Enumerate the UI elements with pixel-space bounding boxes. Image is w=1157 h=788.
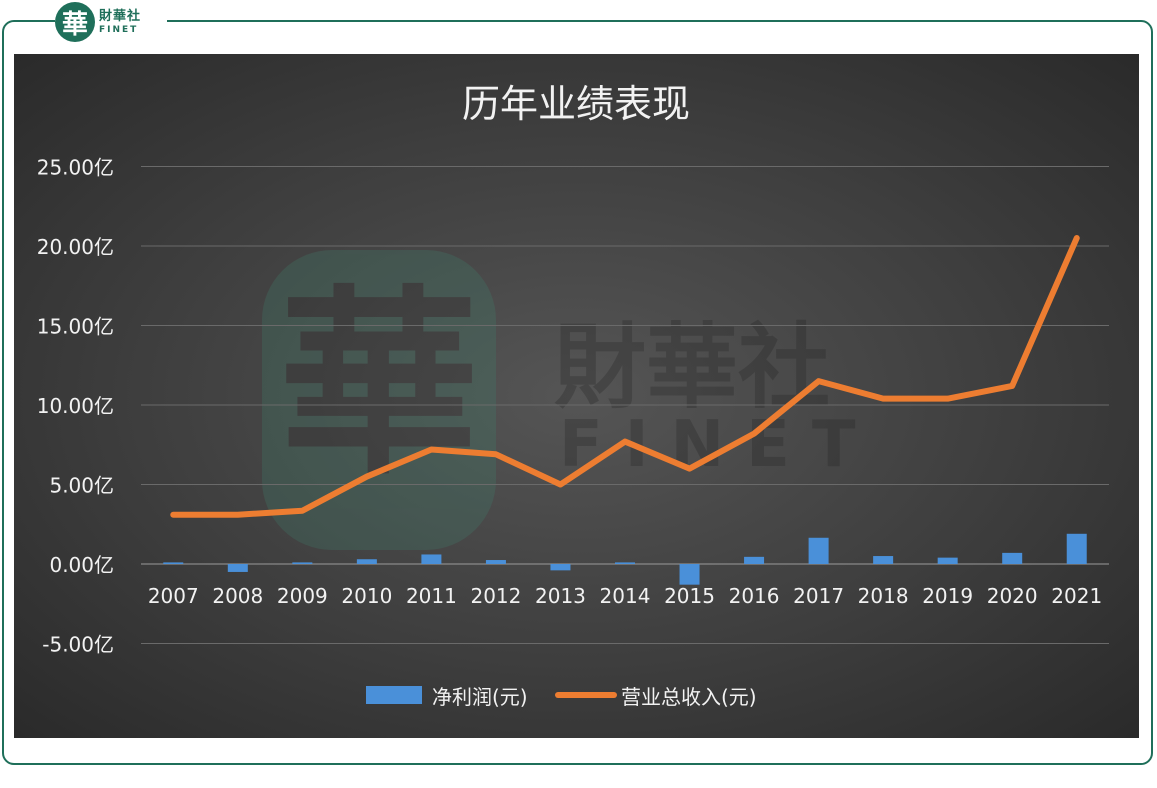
net-profit-bars (163, 533, 1087, 585)
legend-net-profit-swatch (366, 686, 422, 704)
x-tick-label: 2010 (341, 584, 392, 608)
x-tick-label: 2018 (858, 584, 909, 608)
y-tick-label: 0.00亿 (49, 553, 114, 577)
x-tick-label: 2009 (277, 584, 328, 608)
y-tick-label: 20.00亿 (37, 235, 114, 259)
x-tick-label: 2015 (664, 584, 715, 608)
y-tick-label: 5.00亿 (49, 474, 114, 498)
legend-net-profit-label: 净利润(元) (432, 685, 528, 709)
net-profit-bar (356, 559, 377, 564)
x-tick-label: 2020 (987, 584, 1038, 608)
watermark: 華 財華社 FINET (262, 250, 877, 550)
outer-frame (2, 20, 1153, 765)
y-tick-label: 25.00亿 (37, 156, 114, 180)
watermark-name-cn: 財華社 (554, 314, 830, 421)
net-profit-bar (937, 557, 958, 564)
y-axis-labels: -5.00亿 0.00亿 5.00亿 10.00亿 15.00亿 20.00亿 25.00亿 (37, 156, 114, 657)
x-tick-label: 2017 (793, 584, 844, 608)
y-tick-label: 10.00亿 (37, 394, 114, 418)
net-profit-bar (163, 562, 184, 564)
brand-name-en: FINET (99, 24, 139, 35)
x-tick-label: 2007 (148, 584, 199, 608)
x-tick-label: 2011 (406, 584, 457, 608)
x-tick-label: 2016 (729, 584, 780, 608)
performance-chart: 華 財華社 FINET 历年业绩表现 -5.00亿 0.00亿 5.00亿 10.00… (37, 82, 1109, 709)
y-tick-label: 15.00亿 (37, 315, 114, 339)
x-tick-label: 2013 (535, 584, 586, 608)
net-profit-bar (550, 564, 571, 571)
chart-title: 历年业绩表现 (462, 82, 690, 126)
x-tick-label: 2014 (600, 584, 651, 608)
net-profit-bar (227, 564, 248, 572)
watermark-seal-char: 華 (279, 267, 479, 502)
net-profit-bar (679, 564, 700, 585)
x-tick-label: 2021 (1051, 584, 1102, 608)
brand-logo: 華 財華社 FINET (55, 0, 167, 44)
brand-seal-icon: 華 (55, 2, 95, 42)
revenue-line (170, 235, 1080, 518)
legend: 净利润(元) 营业总收入(元) (366, 685, 757, 709)
net-profit-bar (421, 554, 442, 564)
net-profit-bar (873, 556, 894, 564)
revenue-line-path (170, 235, 1080, 518)
x-tick-label: 2008 (212, 584, 263, 608)
chart-area: 華 財華社 FINET 历年业绩表现 -5.00亿 0.00亿 5.00亿 10.00… (14, 54, 1139, 738)
watermark-name-en: FINET (559, 408, 877, 482)
x-tick-label: 2012 (470, 584, 521, 608)
net-profit-bar (744, 556, 765, 564)
net-profit-bar (1002, 552, 1023, 564)
x-axis-labels: 2007 2008 2009 2010 2011 2012 2013 2014 2015 2016… (148, 584, 1102, 608)
brand-text: 財華社 FINET (99, 10, 141, 35)
brand-name-cn: 財華社 (99, 8, 142, 24)
gridlines (141, 166, 1109, 644)
net-profit-bar (808, 537, 829, 564)
y-tick-label: -5.00亿 (42, 633, 114, 657)
net-profit-bar (615, 562, 635, 564)
net-profit-bar (292, 562, 313, 564)
legend-revenue-label: 营业总收入(元) (621, 685, 757, 709)
x-tick-label: 2019 (922, 584, 973, 608)
net-profit-bar (485, 560, 506, 564)
net-profit-bar (1066, 533, 1087, 564)
